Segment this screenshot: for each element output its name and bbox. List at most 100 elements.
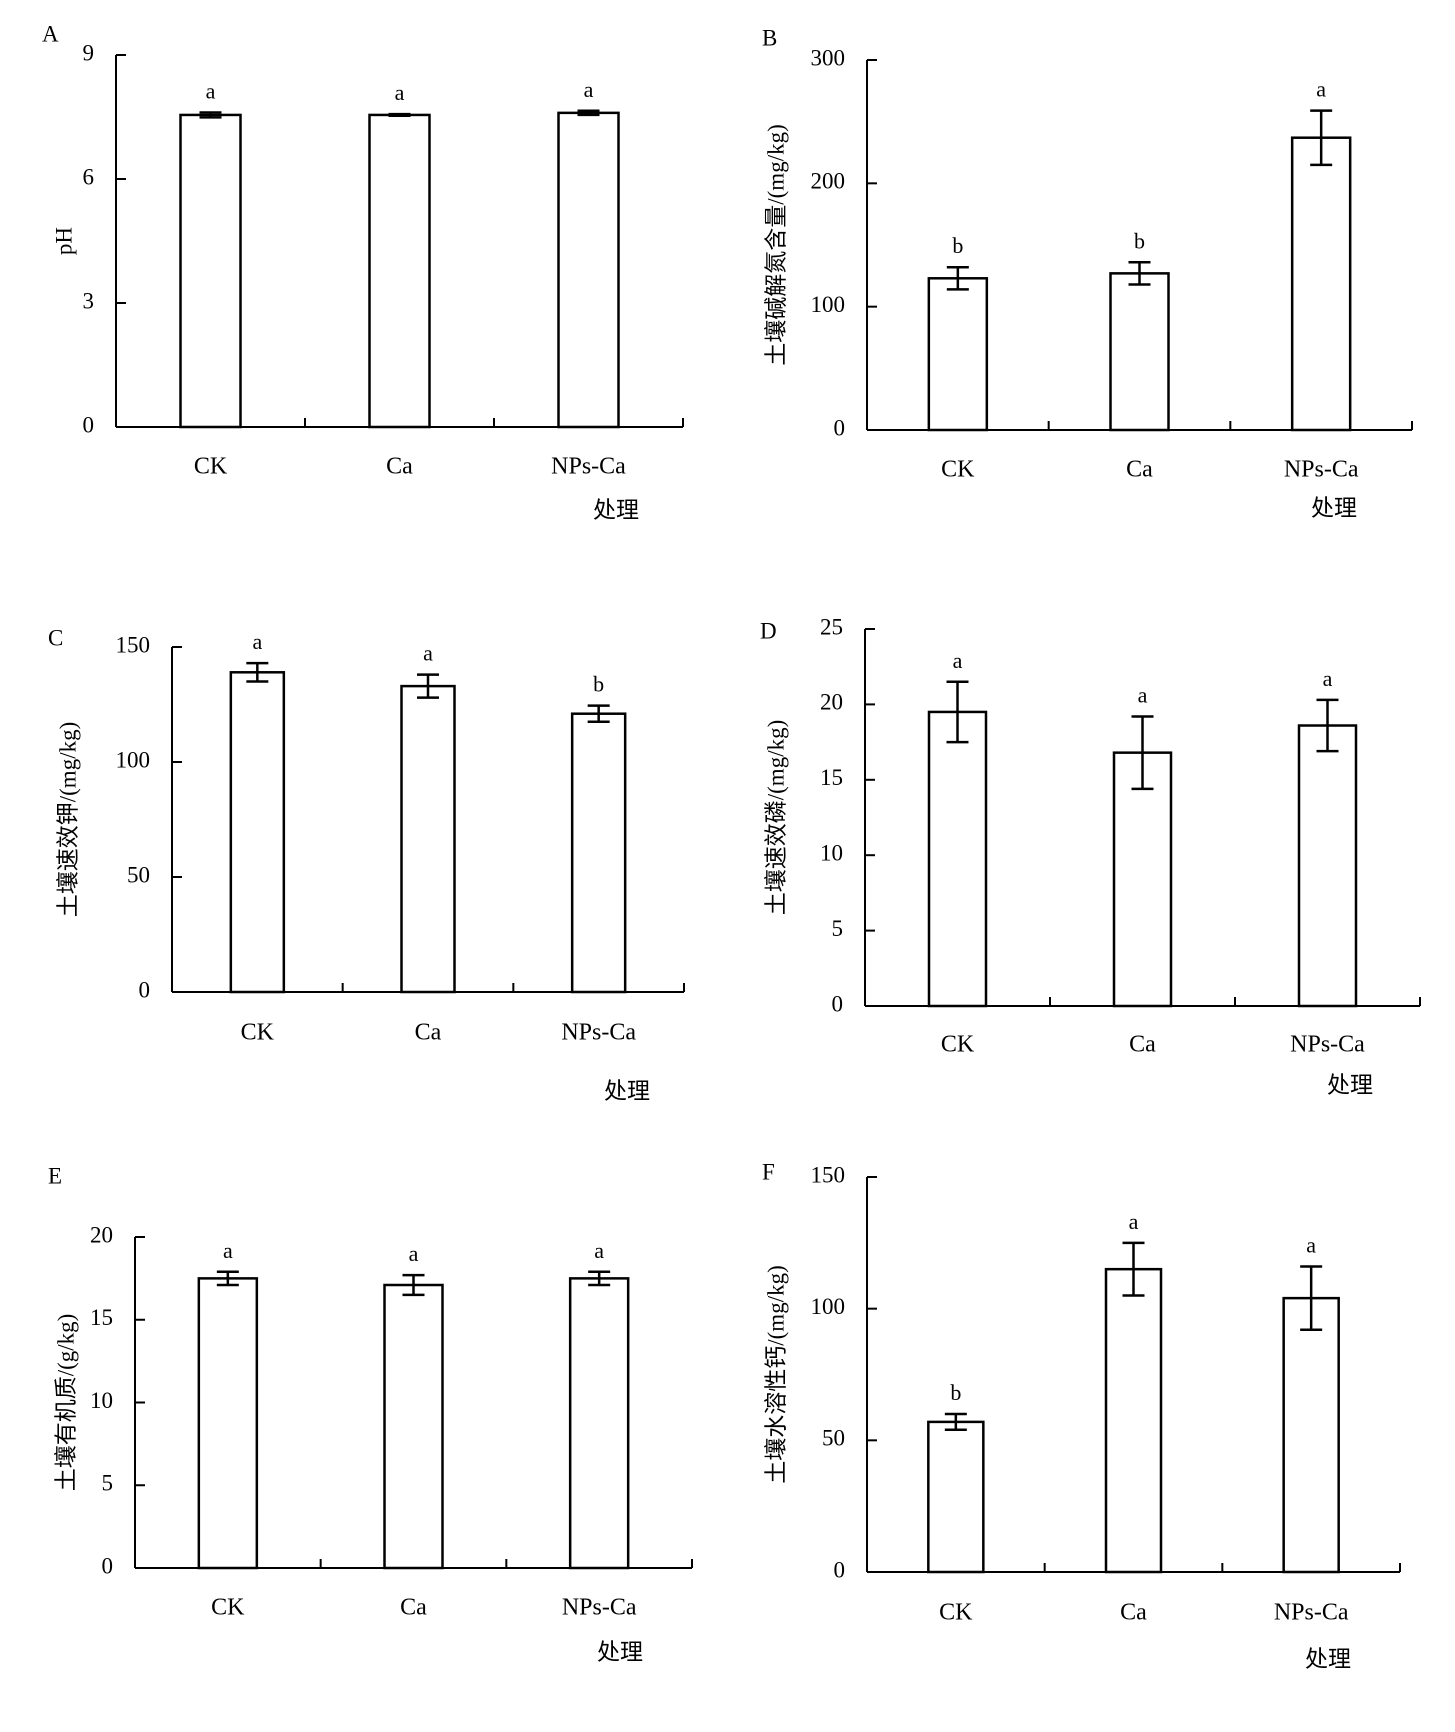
chart-panel-f: F 0 50 100 150 b CK a Ca a NPs-Ca 处理 土壤水溶性钙/(mg/kg) <box>762 1159 1401 1671</box>
x-tick-label: NPs-Ca <box>1274 1600 1349 1626</box>
y-axis-title: 土壤速效钾/(mg/kg) <box>55 722 80 918</box>
x-tick-label: NPs-Ca <box>1284 457 1359 483</box>
y-tick-label: 3 <box>83 288 95 313</box>
y-axis-title: 土壤有机质/(g/kg) <box>53 1314 78 1492</box>
y-axis-title: 土壤水溶性钙/(mg/kg) <box>763 1265 788 1484</box>
y-tick-label: 20 <box>820 690 843 715</box>
y-tick-label: 300 <box>811 45 846 70</box>
bar <box>927 1420 985 1574</box>
y-tick-label: 9 <box>83 40 95 65</box>
bar <box>400 684 456 994</box>
significance-label: b <box>950 1380 961 1405</box>
x-tick-label: CK <box>939 1600 973 1626</box>
chart-panel-d: D 0 5 10 15 20 25 a CK a Ca a NPs-Ca 处理 土壤速效磷/(mg/kg) <box>760 614 1421 1097</box>
y-tick-label: 15 <box>820 765 843 790</box>
x-tick-label: Ca <box>1120 1600 1147 1626</box>
significance-label: a <box>409 1241 419 1266</box>
chart-panel-b: B 0 100 200 300 b CK b Ca a NPs-Ca 处理 土壤碱解氮含量/(mg/kg… <box>762 25 1413 520</box>
significance-label: b <box>593 672 604 697</box>
y-tick-label: 0 <box>102 1553 114 1578</box>
y-tick-label: 150 <box>811 1162 846 1187</box>
significance-label: a <box>1316 77 1326 102</box>
x-tick-label: CK <box>194 454 228 480</box>
y-axis-title: 土壤碱解氮含量/(mg/kg) <box>763 124 788 366</box>
x-axis-title: 处理 <box>1311 495 1357 520</box>
significance-label: b <box>952 233 963 258</box>
bar <box>179 113 242 429</box>
y-tick-label: 15 <box>90 1305 113 1330</box>
x-tick-label: CK <box>241 1020 275 1046</box>
panel-letter: E <box>48 1163 62 1188</box>
bar <box>368 113 431 429</box>
bar <box>557 111 620 429</box>
y-tick-label: 150 <box>116 632 151 657</box>
bar <box>570 712 627 994</box>
y-tick-label: 0 <box>834 1557 846 1582</box>
x-tick-label: Ca <box>386 454 413 480</box>
y-tick-label: 0 <box>139 977 151 1002</box>
significance-label: a <box>395 80 405 105</box>
x-tick-label: Ca <box>415 1020 442 1046</box>
bar <box>383 1283 444 1570</box>
panel-letter: B <box>762 25 777 50</box>
bar <box>1104 1267 1163 1574</box>
bar <box>1109 272 1170 432</box>
x-tick-label: Ca <box>400 1595 427 1621</box>
y-tick-label: 25 <box>820 614 843 639</box>
significance-label: b <box>1134 228 1145 253</box>
x-tick-label: CK <box>941 1032 975 1058</box>
bar <box>229 671 286 994</box>
y-tick-label: 5 <box>102 1471 114 1496</box>
x-axis-title: 处理 <box>597 1639 643 1664</box>
bar <box>197 1277 259 1570</box>
significance-label: a <box>423 641 433 666</box>
y-axis-title: pH <box>51 227 76 255</box>
panel-letter: A <box>42 21 59 46</box>
y-tick-label: 6 <box>83 164 95 189</box>
bar <box>927 710 988 1008</box>
x-axis-title: 处理 <box>593 497 639 522</box>
bar <box>1282 1296 1340 1574</box>
y-tick-label: 20 <box>90 1222 113 1247</box>
y-tick-label: 0 <box>83 412 95 437</box>
bar <box>1112 751 1173 1008</box>
significance-label: a <box>206 78 216 103</box>
y-tick-label: 10 <box>90 1388 113 1413</box>
y-tick-label: 5 <box>832 916 844 941</box>
x-axis-title: 处理 <box>1305 1646 1351 1671</box>
significance-label: a <box>953 648 963 673</box>
x-tick-label: NPs-Ca <box>562 1595 637 1621</box>
panel-letter: C <box>48 625 63 650</box>
x-tick-label: CK <box>941 457 975 483</box>
significance-label: a <box>584 77 594 102</box>
x-axis-title: 处理 <box>1327 1072 1373 1097</box>
x-axis-title: 处理 <box>604 1078 650 1103</box>
x-tick-label: Ca <box>1129 1032 1156 1058</box>
bar <box>568 1277 630 1570</box>
panel-letter: F <box>762 1159 775 1184</box>
significance-label: a <box>252 629 262 654</box>
bar <box>927 277 989 432</box>
y-tick-label: 50 <box>822 1426 845 1451</box>
bar <box>1290 136 1352 432</box>
y-tick-label: 0 <box>834 415 846 440</box>
y-tick-label: 50 <box>127 862 150 887</box>
y-tick-label: 0 <box>832 991 844 1016</box>
y-axis-title: 土壤速效磷/(mg/kg) <box>763 720 788 916</box>
x-tick-label: CK <box>211 1595 245 1621</box>
x-tick-label: NPs-Ca <box>561 1020 636 1046</box>
y-tick-label: 200 <box>811 169 846 194</box>
panel-letter: D <box>760 618 777 643</box>
y-tick-label: 100 <box>811 1294 846 1319</box>
chart-panel-a: A 0 3 6 9 a CK a Ca a NPs-Ca 处理 pH <box>42 21 684 522</box>
significance-label: a <box>594 1238 604 1263</box>
x-tick-label: NPs-Ca <box>1290 1032 1365 1058</box>
y-tick-label: 10 <box>820 840 843 865</box>
significance-label: a <box>223 1238 233 1263</box>
significance-label: a <box>1129 1209 1139 1234</box>
y-tick-label: 100 <box>116 747 151 772</box>
significance-label: a <box>1138 682 1148 707</box>
significance-label: a <box>1323 666 1333 691</box>
chart-panel-c: C 0 50 100 150 a CK a Ca b NPs-Ca 处理 土壤速效钾/(mg/kg) <box>48 625 685 1103</box>
